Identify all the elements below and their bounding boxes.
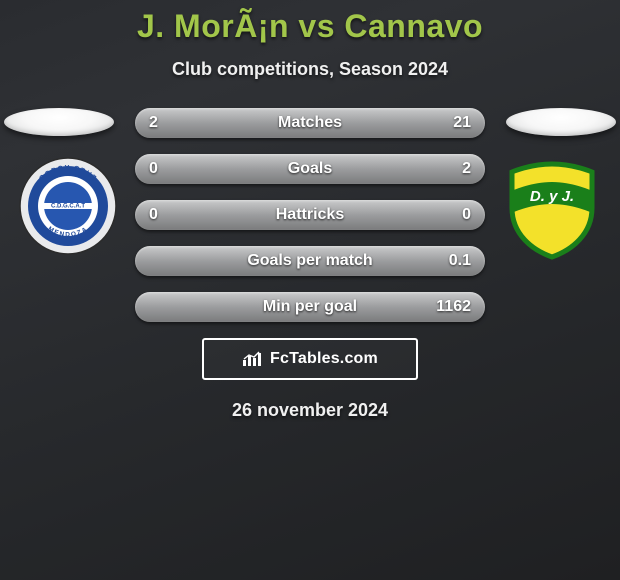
godoy-cruz-icon: C.D.G.C.A.T GODOY CRUZ MENDOZA bbox=[18, 156, 118, 256]
stat-right-value: 0.1 bbox=[431, 252, 471, 270]
stat-row-hattricks: 0 Hattricks 0 bbox=[135, 200, 485, 230]
defensa-justicia-icon: D. y J. bbox=[502, 160, 602, 260]
stat-row-goals-per-match: Goals per match 0.1 bbox=[135, 246, 485, 276]
stat-right-value: 1162 bbox=[431, 298, 471, 316]
stat-row-matches: 2 Matches 21 bbox=[135, 108, 485, 138]
stat-right-value: 21 bbox=[431, 114, 471, 132]
svg-text:C.D.G.C.A.T: C.D.G.C.A.T bbox=[51, 204, 85, 210]
brand-box: FcTables.com bbox=[202, 338, 418, 380]
team-crest-left: C.D.G.C.A.T GODOY CRUZ MENDOZA bbox=[18, 156, 118, 256]
svg-text:D. y J.: D. y J. bbox=[530, 188, 574, 205]
comparison-card: J. MorÃ¡n vs Cannavo Club competitions, … bbox=[0, 0, 620, 580]
stat-right-value: 2 bbox=[431, 160, 471, 178]
brand-label: FcTables.com bbox=[270, 350, 378, 368]
team-crest-right: D. y J. bbox=[502, 160, 602, 260]
stat-left-value: 0 bbox=[149, 160, 189, 178]
subtitle: Club competitions, Season 2024 bbox=[0, 59, 620, 80]
stat-left-value: 0 bbox=[149, 206, 189, 224]
date-label: 26 november 2024 bbox=[0, 400, 620, 421]
stat-rows: 2 Matches 21 0 Goals 2 0 Hattricks 0 Goa… bbox=[135, 108, 485, 322]
page-title: J. MorÃ¡n vs Cannavo bbox=[0, 8, 620, 45]
stat-row-min-per-goal: Min per goal 1162 bbox=[135, 292, 485, 322]
stat-right-value: 0 bbox=[431, 206, 471, 224]
player-oval-left bbox=[4, 108, 114, 136]
bar-chart-icon bbox=[242, 351, 264, 367]
stats-arena: C.D.G.C.A.T GODOY CRUZ MENDOZA D. y J. bbox=[0, 108, 620, 322]
player-oval-right bbox=[506, 108, 616, 136]
stat-left-value: 2 bbox=[149, 114, 189, 132]
stat-row-goals: 0 Goals 2 bbox=[135, 154, 485, 184]
